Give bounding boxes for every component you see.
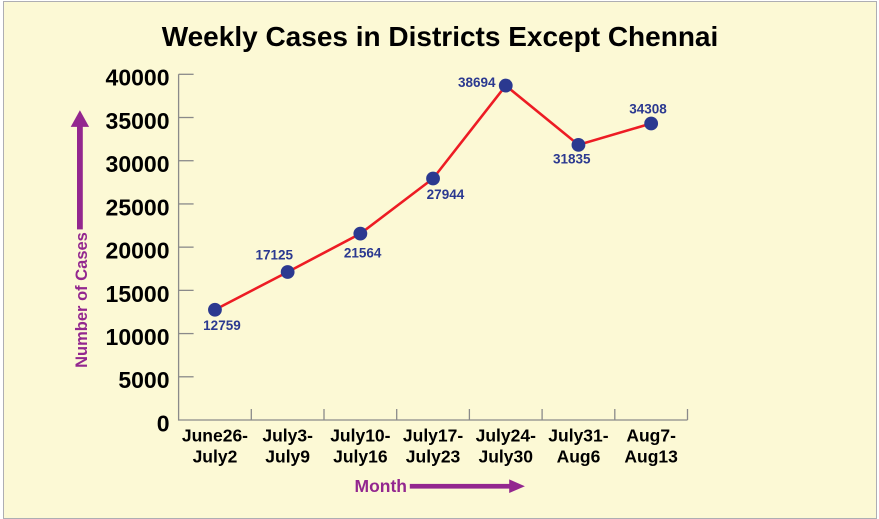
data-point-marker	[644, 116, 659, 131]
x-tick-labels: June26-July2 July3-July9 July10-July16 July…	[182, 426, 678, 467]
y-arrow-shaft	[77, 126, 83, 230]
axis-frame	[177, 74, 688, 421]
y-tick-label: 5000	[118, 367, 169, 393]
x-tick-label: July31-Aug6	[548, 426, 608, 467]
x-tick-label: July3-July9	[262, 426, 313, 467]
x-ticks	[250, 409, 689, 420]
series-data-labels: 12759 17125 21564 27944 38694 31835 34308	[203, 75, 667, 333]
data-point-label: 17125	[255, 247, 293, 262]
y-axis: 0 5000 10000 15000 20000 25000 30000 35000 40000	[106, 65, 194, 437]
data-point-label: 38694	[458, 75, 496, 90]
data-point-marker	[280, 265, 295, 279]
y-arrow-head	[70, 110, 90, 127]
data-point-marker	[426, 171, 440, 186]
data-point-marker	[353, 226, 368, 241]
x-tick-label: July17-July23	[403, 426, 463, 467]
x-tick-label: June26-July2	[182, 426, 248, 467]
x-axis-arrow-icon	[409, 479, 525, 493]
data-point-label: 21564	[344, 245, 382, 260]
y-tick-label: 0	[157, 410, 170, 436]
data-point-marker	[208, 302, 222, 317]
y-tick-labels: 0 5000 10000 15000 20000 25000 30000 35000 40000	[106, 65, 170, 437]
data-point-marker	[498, 78, 513, 93]
y-axis-title-group: Number of Cases	[70, 110, 91, 368]
y-axis-title: Number of Cases	[73, 232, 91, 368]
x-arrow-shaft	[409, 483, 511, 489]
y-tick-label: 40000	[106, 65, 170, 91]
x-axis: June26-July2 July3-July9 July10-July16 July…	[182, 409, 689, 467]
data-point-label: 34308	[629, 102, 667, 117]
data-point-label: 31835	[553, 151, 591, 166]
y-tick-label: 30000	[106, 151, 170, 177]
y-tick-label: 10000	[106, 324, 170, 350]
y-ticks	[178, 73, 194, 378]
chart-background	[3, 1, 877, 519]
x-axis-title-group: Month	[355, 476, 525, 496]
data-point-label: 12759	[203, 318, 241, 333]
x-tick-label: Aug7-Aug13	[624, 426, 678, 467]
line-chart: Weekly Cases in Districts Except Chennai…	[70, 21, 719, 496]
y-tick-label: 15000	[106, 281, 170, 307]
chart-title: Weekly Cases in Districts Except Chennai	[162, 21, 719, 52]
data-point-marker	[571, 137, 586, 152]
x-arrow-head	[509, 479, 525, 493]
x-tick-label: July24-July30	[476, 426, 536, 467]
series-markers	[208, 78, 659, 317]
data-point-label: 27944	[427, 187, 465, 202]
y-tick-label: 35000	[106, 108, 170, 134]
y-axis-arrow-icon	[70, 110, 90, 230]
x-tick-label: July10-July16	[330, 426, 390, 467]
y-tick-label: 20000	[106, 238, 170, 264]
x-axis-title: Month	[355, 476, 407, 496]
y-tick-label: 25000	[106, 194, 170, 220]
